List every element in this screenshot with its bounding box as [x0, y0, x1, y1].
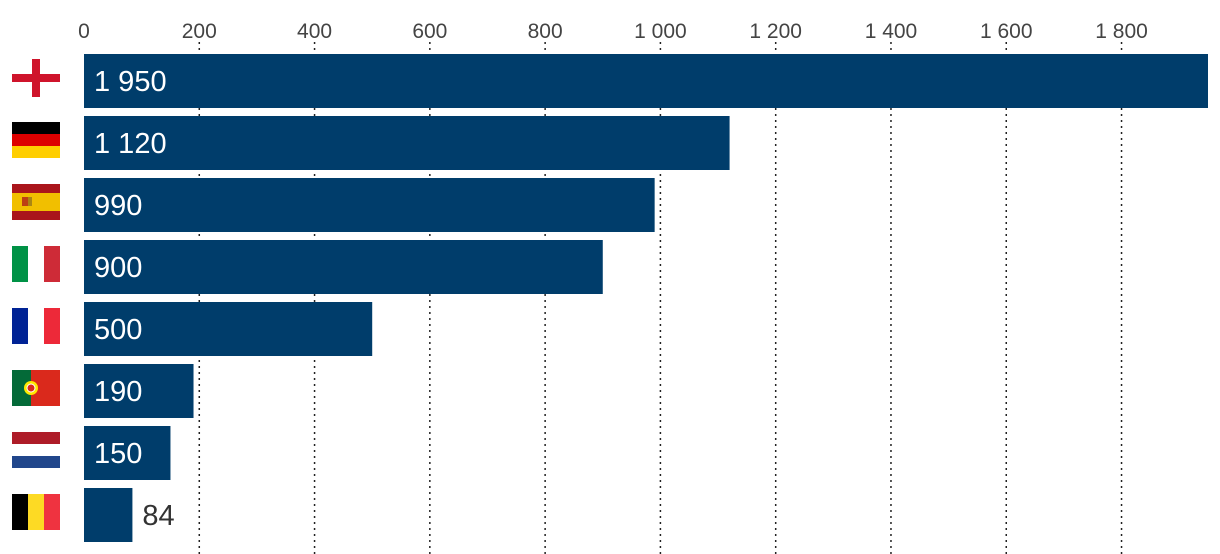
netherlands-flag-icon	[12, 432, 60, 468]
portugal-flag-icon	[12, 370, 60, 406]
x-tick-label: 400	[297, 20, 332, 43]
x-tick-label: 0	[78, 20, 90, 43]
bar-value-label: 1 950	[94, 66, 167, 98]
x-tick-label: 1 400	[865, 20, 918, 43]
belgium-flag-icon	[12, 494, 60, 530]
x-tick-label: 1 800	[1095, 20, 1148, 43]
x-tick-label: 600	[412, 20, 447, 43]
bar-value-label: 190	[94, 376, 142, 408]
bar	[84, 54, 1208, 108]
england-flag-icon	[12, 59, 60, 97]
bar	[84, 178, 655, 232]
bar-value-label: 990	[94, 190, 142, 222]
x-tick-label: 1 200	[749, 20, 802, 43]
bar	[84, 364, 194, 418]
bars	[84, 54, 1208, 542]
x-tick-label: 1 000	[634, 20, 687, 43]
x-axis-ticks: 0 200 400 600 800 1 000 1 200 1 400 1 600 1 800	[78, 20, 1148, 43]
bar-value-label: 150	[94, 438, 142, 470]
bar-value-label: 1 120	[94, 128, 167, 160]
germany-flag-icon	[12, 122, 60, 158]
france-flag-icon	[12, 308, 60, 344]
bar-value-label: 84	[142, 500, 174, 532]
bar	[84, 116, 730, 170]
x-tick-label: 200	[182, 20, 217, 43]
x-tick-label: 1 600	[980, 20, 1033, 43]
bar	[84, 426, 171, 480]
bar-value-label: 500	[94, 314, 142, 346]
spain-flag-icon	[12, 184, 60, 220]
x-tick-label: 800	[528, 20, 563, 43]
bar	[84, 488, 133, 542]
bar-value-label: 900	[94, 252, 142, 284]
bar	[84, 302, 373, 356]
italy-flag-icon	[12, 246, 60, 282]
bar	[84, 240, 603, 294]
category-flags	[12, 59, 60, 530]
